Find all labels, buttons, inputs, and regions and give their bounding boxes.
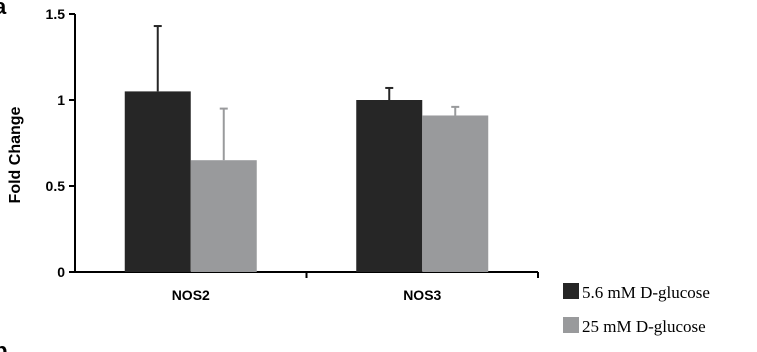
y-tick-label: 0 bbox=[57, 264, 65, 280]
panel-label-a: a bbox=[0, 0, 7, 19]
legend-label: 25 mM D-glucose bbox=[582, 317, 706, 336]
bar bbox=[190, 160, 257, 272]
panel-label-b: b bbox=[0, 338, 7, 352]
x-tick-label: NOS2 bbox=[172, 287, 210, 303]
legend-swatch bbox=[563, 283, 579, 299]
plot-area: 0 0.5 1 1.5 NOS2 NOS3 bbox=[46, 6, 539, 303]
x-tick-label: NOS3 bbox=[403, 287, 441, 303]
y-tick-label: 0.5 bbox=[46, 178, 66, 194]
bar bbox=[124, 91, 191, 273]
bar bbox=[356, 100, 423, 272]
y-axis-label: Fold Change bbox=[7, 106, 24, 203]
bar bbox=[422, 115, 489, 272]
y-tick-label: 1 bbox=[57, 92, 65, 108]
legend-swatch bbox=[563, 317, 579, 333]
legend-label: 5.6 mM D-glucose bbox=[582, 283, 710, 302]
legend: 5.6 mM D-glucose 25 mM D-glucose bbox=[563, 283, 710, 336]
y-tick-label: 1.5 bbox=[46, 6, 66, 22]
